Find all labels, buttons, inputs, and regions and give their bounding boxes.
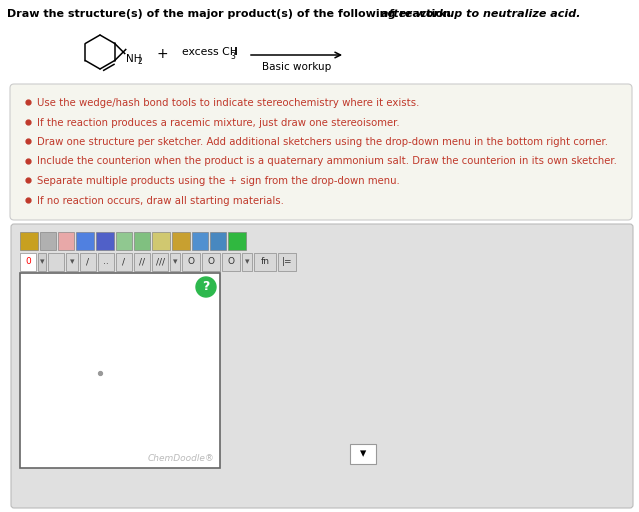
Text: Basic workup: Basic workup <box>262 62 331 72</box>
Text: /: / <box>86 258 89 267</box>
Text: /: / <box>123 258 125 267</box>
Text: ▾: ▾ <box>70 258 74 267</box>
Text: after workup to neutralize acid.: after workup to neutralize acid. <box>381 9 580 19</box>
Bar <box>134 232 150 250</box>
Text: ChemDoodle®: ChemDoodle® <box>148 454 215 463</box>
Text: If the reaction produces a racemic mixture, just draw one stereoisomer.: If the reaction produces a racemic mixtu… <box>37 117 399 127</box>
Text: I: I <box>234 47 237 57</box>
Text: O: O <box>208 258 215 267</box>
Text: ▾: ▾ <box>245 258 249 267</box>
Text: +: + <box>156 47 168 61</box>
Bar <box>116 253 132 271</box>
Text: |=: |= <box>282 258 292 267</box>
Bar <box>20 253 36 271</box>
Bar <box>76 232 94 250</box>
Bar <box>48 253 64 271</box>
Bar <box>20 232 38 250</box>
Text: //: // <box>139 258 145 267</box>
Text: Use the wedge/hash bond tools to indicate stereochemistry where it exists.: Use the wedge/hash bond tools to indicat… <box>37 98 419 108</box>
Bar <box>182 253 200 271</box>
Text: Draw the structure(s) of the major product(s) of the following reaction: Draw the structure(s) of the major produ… <box>7 9 455 19</box>
Bar <box>134 253 150 271</box>
Bar <box>350 444 376 464</box>
Bar <box>96 232 114 250</box>
Bar <box>222 253 240 271</box>
Text: Draw one structure per sketcher. Add additional sketchers using the drop-down me: Draw one structure per sketcher. Add add… <box>37 137 608 147</box>
Text: 0: 0 <box>25 258 31 267</box>
Bar <box>116 232 132 250</box>
Text: ?: ? <box>203 281 210 293</box>
Bar <box>98 253 114 271</box>
Text: ..: .. <box>103 258 109 267</box>
Text: ▾: ▾ <box>40 258 44 267</box>
Text: O: O <box>227 258 235 267</box>
Bar <box>172 232 190 250</box>
Text: Separate multiple products using the + sign from the drop-down menu.: Separate multiple products using the + s… <box>37 176 400 186</box>
FancyBboxPatch shape <box>11 224 633 508</box>
Text: ///: /// <box>155 258 164 267</box>
Bar <box>40 232 56 250</box>
Text: 3: 3 <box>230 52 235 61</box>
Bar <box>170 253 180 271</box>
Text: NH: NH <box>126 54 141 65</box>
Bar <box>228 232 246 250</box>
Bar <box>192 232 208 250</box>
Bar <box>242 253 252 271</box>
Bar <box>202 253 220 271</box>
Text: If no reaction occurs, draw all starting materials.: If no reaction occurs, draw all starting… <box>37 196 284 205</box>
Bar <box>152 232 170 250</box>
Text: ▾: ▾ <box>173 258 177 267</box>
Text: 2: 2 <box>138 57 142 67</box>
Bar <box>38 253 46 271</box>
Text: Include the counterion when the product is a quaternary ammonium salt. Draw the : Include the counterion when the product … <box>37 157 617 166</box>
Text: ▾: ▾ <box>360 447 366 460</box>
Text: fn: fn <box>261 258 270 267</box>
Bar <box>278 253 296 271</box>
Bar <box>152 253 168 271</box>
Bar <box>210 232 226 250</box>
Bar <box>80 253 96 271</box>
Bar <box>66 253 78 271</box>
Bar <box>58 232 74 250</box>
Circle shape <box>196 277 216 297</box>
Bar <box>20 273 220 468</box>
Text: O: O <box>187 258 194 267</box>
FancyBboxPatch shape <box>10 84 632 220</box>
Text: excess CH: excess CH <box>182 47 238 57</box>
Bar <box>254 253 276 271</box>
